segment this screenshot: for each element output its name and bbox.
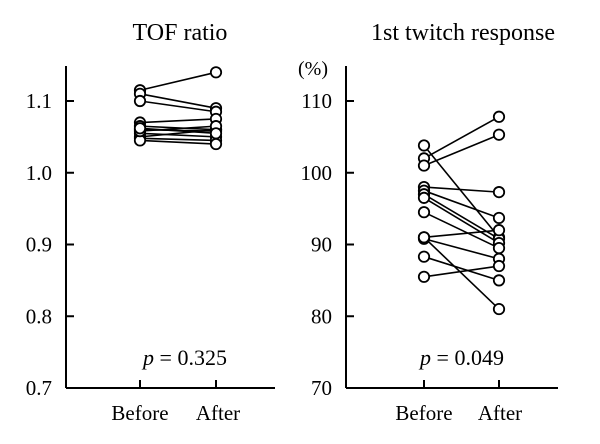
y-tick-label: 70 bbox=[311, 376, 332, 400]
data-point bbox=[133, 122, 147, 135]
y-ticks: 0.7 0.8 0.9 1.0 1.1 bbox=[26, 89, 74, 400]
x-categories: Before After bbox=[395, 380, 522, 425]
chart-first-twitch-response: 1st twitch response (%) 70 80 90 100 110 Bef… bbox=[298, 20, 558, 425]
x-category-label: Before bbox=[395, 401, 452, 425]
x-category-label: Before bbox=[111, 401, 168, 425]
data-point bbox=[492, 259, 506, 273]
data-point bbox=[492, 274, 506, 287]
data-point bbox=[492, 241, 506, 255]
y-tick-label: 1.1 bbox=[26, 89, 52, 113]
series-line bbox=[139, 137, 217, 142]
y-axis-unit: (%) bbox=[298, 58, 328, 80]
series-line bbox=[139, 127, 217, 135]
y-tick-label: 110 bbox=[301, 89, 332, 113]
series-line bbox=[423, 133, 500, 167]
data-point bbox=[492, 128, 506, 141]
p-value: = 0.325 bbox=[154, 345, 227, 370]
series-line bbox=[139, 118, 217, 124]
series-line bbox=[423, 193, 500, 240]
series-line bbox=[423, 116, 500, 160]
data-point bbox=[492, 224, 506, 237]
chart-title: 1st twitch response bbox=[371, 20, 555, 46]
series-line bbox=[423, 229, 500, 239]
p-value-annotation: p = 0.325 bbox=[141, 345, 227, 370]
chart-title: TOF ratio bbox=[133, 20, 228, 46]
data-point bbox=[209, 137, 223, 151]
data-point bbox=[209, 127, 223, 140]
x-category-label: After bbox=[478, 401, 522, 425]
x-categories: Before After bbox=[111, 380, 240, 425]
x-category-label: After bbox=[196, 401, 240, 425]
data-point bbox=[417, 159, 431, 172]
data-point bbox=[492, 211, 506, 225]
p-symbol: p bbox=[141, 345, 154, 370]
data-point bbox=[492, 186, 506, 199]
y-tick-label: 100 bbox=[301, 161, 333, 185]
y-tick-label: 0.8 bbox=[26, 304, 52, 328]
data-point bbox=[417, 231, 431, 244]
p-symbol: p bbox=[418, 345, 431, 370]
y-tick-label: 1.0 bbox=[26, 161, 52, 185]
series-line bbox=[423, 189, 500, 219]
data-point bbox=[209, 66, 223, 79]
series-group bbox=[417, 110, 506, 316]
series-line bbox=[423, 255, 500, 282]
series-line bbox=[423, 197, 500, 244]
series-line bbox=[139, 125, 217, 132]
data-point bbox=[417, 139, 431, 152]
series-line bbox=[139, 139, 217, 145]
series-line bbox=[423, 265, 500, 278]
y-tick-label: 80 bbox=[311, 304, 332, 328]
y-tick-label: 90 bbox=[311, 233, 332, 257]
series-line bbox=[423, 186, 500, 193]
chart-tof-ratio: TOF ratio 0.7 0.8 0.9 1.0 1.1 Before After p … bbox=[26, 20, 275, 425]
data-point bbox=[417, 206, 431, 219]
data-point bbox=[133, 94, 147, 108]
series-line bbox=[423, 236, 500, 310]
series-group bbox=[133, 66, 223, 151]
series-line bbox=[423, 211, 500, 249]
series-line bbox=[139, 132, 217, 138]
p-value: = 0.049 bbox=[431, 345, 504, 370]
series-line bbox=[139, 100, 217, 113]
series-line bbox=[139, 71, 217, 92]
data-point bbox=[417, 191, 431, 204]
data-point bbox=[417, 270, 431, 283]
data-point bbox=[492, 110, 506, 123]
data-point bbox=[417, 250, 431, 263]
series-line bbox=[423, 237, 500, 260]
y-ticks: 70 80 90 100 110 bbox=[301, 89, 354, 400]
series-line bbox=[139, 93, 217, 109]
p-value-annotation: p = 0.049 bbox=[418, 345, 504, 370]
series-line bbox=[139, 128, 217, 138]
y-tick-label: 0.9 bbox=[26, 233, 52, 257]
data-point bbox=[492, 302, 506, 316]
y-tick-label: 0.7 bbox=[26, 376, 52, 400]
